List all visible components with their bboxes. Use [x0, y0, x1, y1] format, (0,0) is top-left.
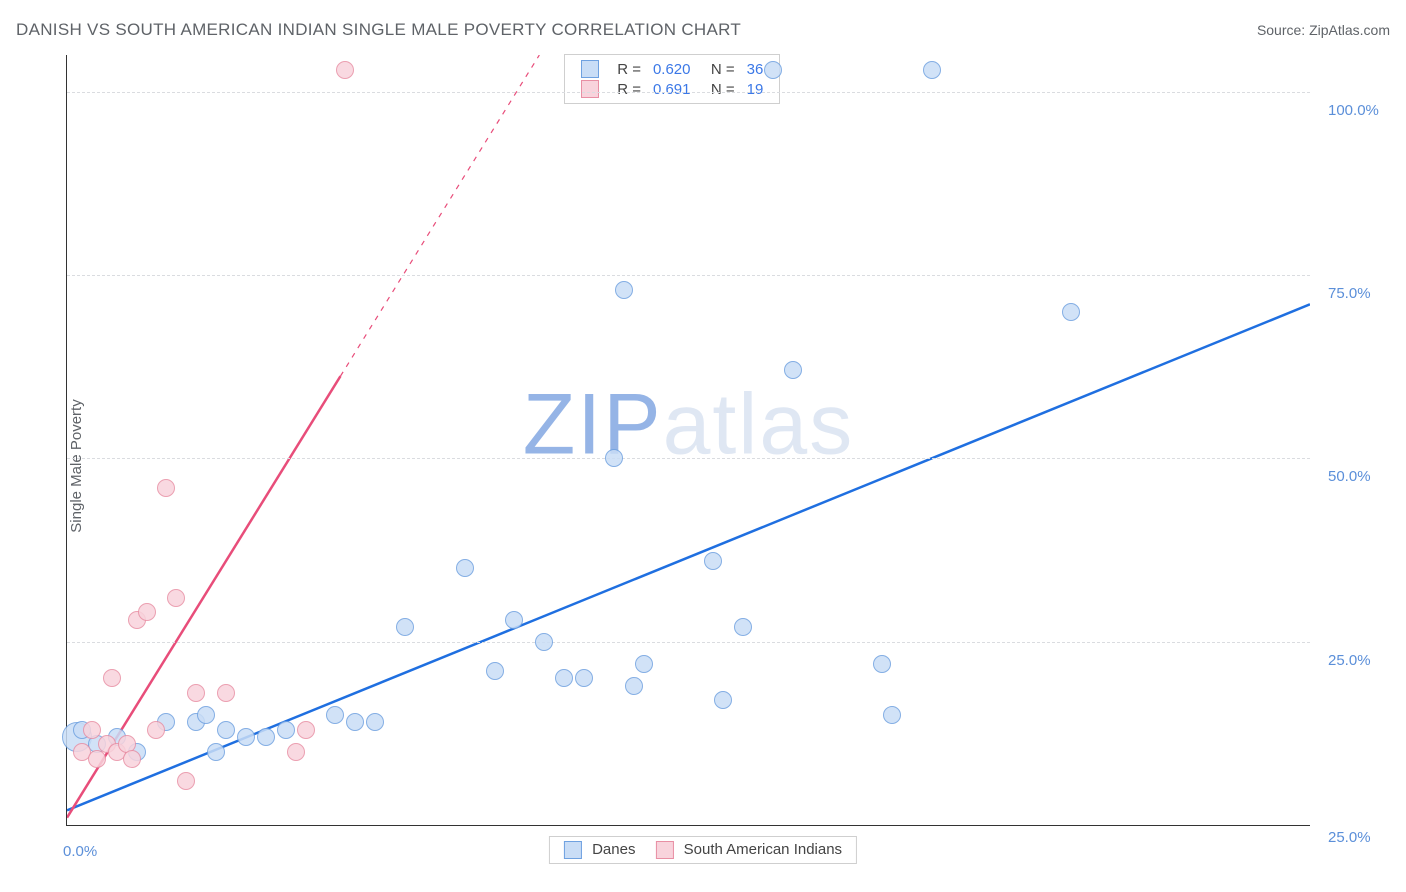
data-point [714, 691, 732, 709]
data-point [784, 361, 802, 379]
data-point [1062, 303, 1080, 321]
data-point [217, 721, 235, 739]
gridline [67, 458, 1310, 459]
data-point [157, 479, 175, 497]
data-point [883, 706, 901, 724]
data-point [764, 61, 782, 79]
plot-area: ZIPatlas R =0.620 N =36R =0.691 N =19 25… [66, 55, 1310, 826]
data-point [734, 618, 752, 636]
data-point [123, 750, 141, 768]
series-legend-item: Danes [564, 841, 636, 859]
data-point [456, 559, 474, 577]
data-point [635, 655, 653, 673]
chart-container: Single Male Poverty ZIPatlas R =0.620 N … [16, 55, 1390, 876]
data-point [396, 618, 414, 636]
trend-lines [67, 55, 1310, 825]
data-point [187, 684, 205, 702]
source-attribution: Source: ZipAtlas.com [1257, 22, 1390, 38]
data-point [83, 721, 101, 739]
data-point [326, 706, 344, 724]
data-point [615, 281, 633, 299]
y-tick-label: 25.0% [1328, 652, 1371, 669]
chart-title: DANISH VS SOUTH AMERICAN INDIAN SINGLE M… [16, 20, 741, 40]
y-tick-label: 50.0% [1328, 468, 1371, 485]
data-point [103, 669, 121, 687]
y-tick-label: 75.0% [1328, 285, 1371, 302]
data-point [138, 603, 156, 621]
x-tick-label: 0.0% [63, 843, 97, 860]
y-tick-label: 100.0% [1328, 102, 1379, 119]
correlation-legend-row: R =0.620 N =36 [575, 59, 769, 79]
data-point [167, 589, 185, 607]
data-point [605, 449, 623, 467]
data-point [237, 728, 255, 746]
data-point [336, 61, 354, 79]
gridline [67, 642, 1310, 643]
data-point [923, 61, 941, 79]
data-point [505, 611, 523, 629]
data-point [704, 552, 722, 570]
series-legend-item: South American Indians [655, 841, 842, 859]
data-point [873, 655, 891, 673]
correlation-legend: R =0.620 N =36R =0.691 N =19 [564, 54, 780, 104]
data-point [535, 633, 553, 651]
data-point [277, 721, 295, 739]
data-point [555, 669, 573, 687]
data-point [207, 743, 225, 761]
data-point [366, 713, 384, 731]
gridline [67, 92, 1310, 93]
data-point [257, 728, 275, 746]
correlation-legend-row: R =0.691 N =19 [575, 79, 769, 99]
data-point [575, 669, 593, 687]
data-point [486, 662, 504, 680]
data-point [147, 721, 165, 739]
data-point [197, 706, 215, 724]
data-point [177, 772, 195, 790]
gridline [67, 275, 1310, 276]
data-point [625, 677, 643, 695]
series-legend: Danes South American Indians [549, 836, 857, 864]
data-point [217, 684, 235, 702]
data-point [346, 713, 364, 731]
data-point [297, 721, 315, 739]
x-tick-label: 25.0% [1328, 829, 1371, 846]
data-point [287, 743, 305, 761]
